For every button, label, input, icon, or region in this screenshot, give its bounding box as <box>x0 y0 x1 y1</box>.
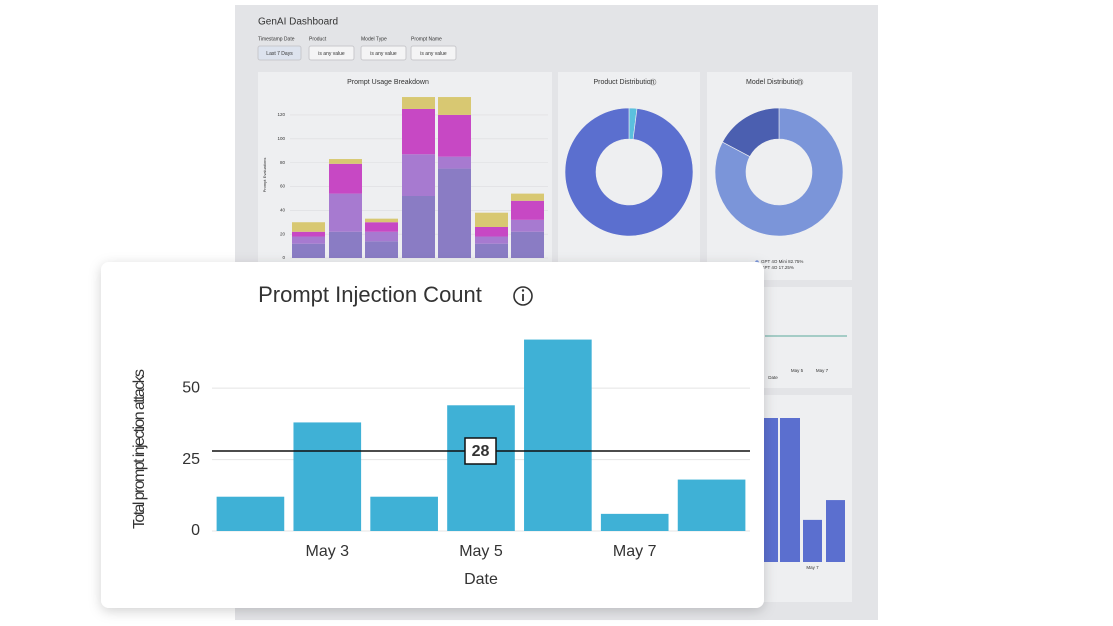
bar-segment <box>438 168 471 258</box>
dashboard-title: GenAI Dashboard <box>258 17 338 28</box>
bar-segment <box>511 193 544 201</box>
x-tick-label: May 7 <box>806 565 819 570</box>
bar <box>216 496 285 531</box>
bar <box>803 519 822 562</box>
bar <box>447 405 515 531</box>
bar-segment <box>365 222 398 232</box>
donut-slice <box>722 107 780 157</box>
card <box>101 262 764 608</box>
bar-segment <box>365 218 398 223</box>
panel-title: Prompt Usage Breakdown <box>347 79 429 86</box>
panel-title: Product Distribution <box>593 79 654 86</box>
bar-segment <box>292 243 325 258</box>
bar-segment <box>329 159 362 164</box>
filter-button[interactable] <box>308 45 355 61</box>
x-tick-label: May 5 <box>459 543 503 560</box>
y-tick-label: 40 <box>280 207 286 212</box>
bar-segment <box>475 243 508 258</box>
donut-slice <box>564 107 694 237</box>
info-icon-dot <box>521 289 525 292</box>
bar-segment <box>438 156 471 169</box>
bar-segment <box>402 108 435 155</box>
bar-segment <box>402 154 435 196</box>
background-charts: Prompt Usage Breakdown Prompt Evaluations… <box>262 78 845 570</box>
y-tick-label: 60 <box>280 184 286 189</box>
bar-segment <box>402 97 435 109</box>
bar-segment <box>511 200 544 220</box>
y-tick-label: 20 <box>280 231 286 236</box>
bar-segment <box>292 236 325 244</box>
bar-segment <box>365 241 398 258</box>
filter-button[interactable] <box>410 45 457 61</box>
filter-button[interactable] <box>257 45 302 61</box>
bar <box>677 479 746 531</box>
bar <box>293 422 362 531</box>
bar-segment <box>402 196 435 258</box>
y-tick-label: 50 <box>182 379 200 396</box>
info-icon[interactable] <box>649 78 657 86</box>
x-axis-label: Date <box>464 571 498 588</box>
y-tick-label: 80 <box>280 160 286 165</box>
bar <box>826 500 845 562</box>
y-tick-label: 0 <box>282 255 285 260</box>
filter-value: is any value <box>318 51 345 57</box>
panel-title: Model Distribution <box>746 79 802 86</box>
bar-segment <box>475 227 508 237</box>
bar <box>600 513 669 531</box>
filter-button[interactable] <box>360 45 407 61</box>
bar <box>780 418 800 562</box>
bar-segment <box>475 212 508 227</box>
filter-label: Timestamp Date <box>258 36 295 42</box>
x-tick-label: May 7 <box>613 543 657 560</box>
x-tick-label: May 3 <box>305 543 349 560</box>
filter-value: is any value <box>420 51 447 57</box>
reference-label-box <box>464 437 497 465</box>
y-tick-label: 25 <box>182 451 200 468</box>
bar-segment <box>292 231 325 237</box>
y-axis-label: Prompt Evaluations <box>262 158 267 193</box>
filter-label: Product <box>309 36 327 42</box>
info-icon[interactable] <box>796 78 804 86</box>
filter-value: is any value <box>370 51 397 57</box>
y-tick-label: 100 <box>277 136 285 141</box>
y-axis-label: Total prompt injection attacks <box>131 369 148 529</box>
bar-segment <box>475 236 508 244</box>
bar-segment <box>329 231 362 258</box>
y-tick-label: 0 <box>191 522 200 539</box>
bar-segment <box>292 222 325 232</box>
filter-value: Last 7 Days <box>266 51 293 57</box>
filter-label: Model Type <box>361 36 387 42</box>
bar-segment <box>329 193 362 232</box>
x-tick-label: May 5 <box>791 368 804 373</box>
bar-segment <box>511 231 544 258</box>
bar-segment <box>438 114 471 157</box>
reference-label: 28 <box>472 443 490 460</box>
bar-segment <box>329 163 362 194</box>
y-tick-label: 120 <box>277 112 285 117</box>
legend-label: GPT 4O Mini 82.75% <box>761 259 803 264</box>
bar-segment <box>438 97 471 115</box>
bar-segment <box>511 219 544 232</box>
info-icon[interactable] <box>513 286 533 306</box>
bar <box>370 496 438 531</box>
main-chart: Total prompt injection attacks 0 25 50 May 3… <box>131 339 750 560</box>
filter-label: Prompt Name <box>411 36 442 42</box>
legend-label: GPT 4O 17.25% <box>761 265 794 270</box>
bar-segment <box>365 231 398 242</box>
x-axis-label: Date <box>768 375 778 380</box>
x-tick-label: May 7 <box>816 368 829 373</box>
chart-title: Prompt Injection Count <box>258 282 482 307</box>
donut-slice <box>714 107 844 237</box>
bar <box>524 339 592 531</box>
